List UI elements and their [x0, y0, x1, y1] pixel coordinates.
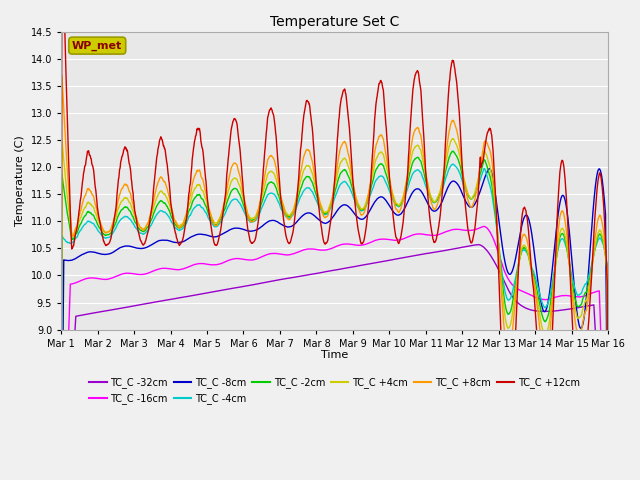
TC_C -2cm [289, 210, 297, 216]
TC_C -32cm [289, 275, 297, 280]
X-axis label: Time: Time [321, 350, 348, 360]
TC_C +12cm [311, 160, 319, 166]
TC_C -8cm [486, 166, 493, 172]
TC_C -32cm [475, 242, 483, 248]
TC_C +8cm [58, 72, 66, 78]
TC_C +8cm [369, 164, 376, 170]
Y-axis label: Temperature (C): Temperature (C) [15, 135, 25, 226]
TC_C -32cm [301, 273, 308, 278]
TC_C -8cm [301, 211, 308, 217]
TC_C -2cm [301, 177, 308, 182]
TC_C -4cm [369, 186, 376, 192]
TC_C +8cm [58, 420, 65, 425]
Line: TC_C -32cm: TC_C -32cm [61, 245, 608, 480]
TC_C +4cm [122, 195, 130, 201]
TC_C -2cm [58, 448, 65, 454]
Line: TC_C -16cm: TC_C -16cm [61, 227, 608, 480]
TC_C +4cm [310, 179, 318, 184]
TC_C +12cm [58, 375, 65, 381]
TC_C -4cm [122, 214, 130, 219]
TC_C -32cm [310, 271, 318, 276]
TC_C -16cm [100, 276, 108, 282]
TC_C +4cm [289, 207, 297, 213]
TC_C -16cm [122, 270, 130, 276]
TC_C -2cm [449, 148, 456, 154]
TC_C -8cm [122, 243, 130, 249]
TC_C -4cm [301, 187, 308, 193]
TC_C -2cm [369, 180, 376, 185]
TC_C -8cm [369, 203, 376, 209]
TC_C +12cm [301, 106, 308, 112]
TC_C +8cm [301, 151, 308, 156]
Line: TC_C -4cm: TC_C -4cm [61, 164, 608, 480]
TC_C +8cm [311, 174, 319, 180]
TC_C +4cm [301, 166, 308, 172]
TC_C -16cm [301, 247, 308, 252]
TC_C -32cm [369, 261, 376, 266]
Line: TC_C +4cm: TC_C +4cm [61, 139, 608, 480]
Line: TC_C +8cm: TC_C +8cm [61, 75, 608, 480]
TC_C +4cm [369, 172, 376, 178]
TC_C -2cm [100, 231, 108, 237]
Legend: TC_C -32cm, TC_C -16cm, TC_C -8cm, TC_C -4cm, TC_C -2cm, TC_C +4cm, TC_C +8cm, T: TC_C -32cm, TC_C -16cm, TC_C -8cm, TC_C … [85, 373, 584, 408]
TC_C -32cm [100, 309, 108, 314]
Title: Temperature Set C: Temperature Set C [270, 15, 399, 29]
TC_C +8cm [122, 182, 130, 188]
TC_C +12cm [290, 225, 298, 231]
TC_C -4cm [289, 212, 297, 217]
TC_C -16cm [480, 224, 488, 229]
TC_C +12cm [100, 239, 108, 244]
TC_C -16cm [310, 246, 318, 252]
TC_C +12cm [122, 145, 130, 151]
TC_C -4cm [449, 161, 457, 167]
TC_C -8cm [310, 213, 318, 218]
TC_C -2cm [122, 204, 130, 210]
TC_C -4cm [310, 193, 318, 199]
Line: TC_C +12cm: TC_C +12cm [61, 0, 608, 480]
TC_C -4cm [58, 465, 65, 471]
TC_C -2cm [310, 186, 318, 192]
TC_C +4cm [100, 228, 108, 234]
TC_C -8cm [100, 252, 108, 257]
Text: WP_met: WP_met [72, 40, 122, 51]
TC_C +8cm [100, 228, 108, 234]
TC_C +4cm [58, 438, 65, 444]
TC_C +4cm [449, 136, 456, 142]
Line: TC_C -8cm: TC_C -8cm [61, 169, 608, 480]
TC_C -4cm [100, 235, 108, 240]
TC_C +12cm [369, 148, 376, 154]
TC_C -8cm [289, 222, 297, 228]
TC_C +8cm [290, 208, 298, 214]
Line: TC_C -2cm: TC_C -2cm [61, 151, 608, 480]
TC_C -16cm [369, 239, 376, 244]
TC_C -32cm [122, 304, 130, 310]
TC_C -16cm [289, 251, 297, 257]
